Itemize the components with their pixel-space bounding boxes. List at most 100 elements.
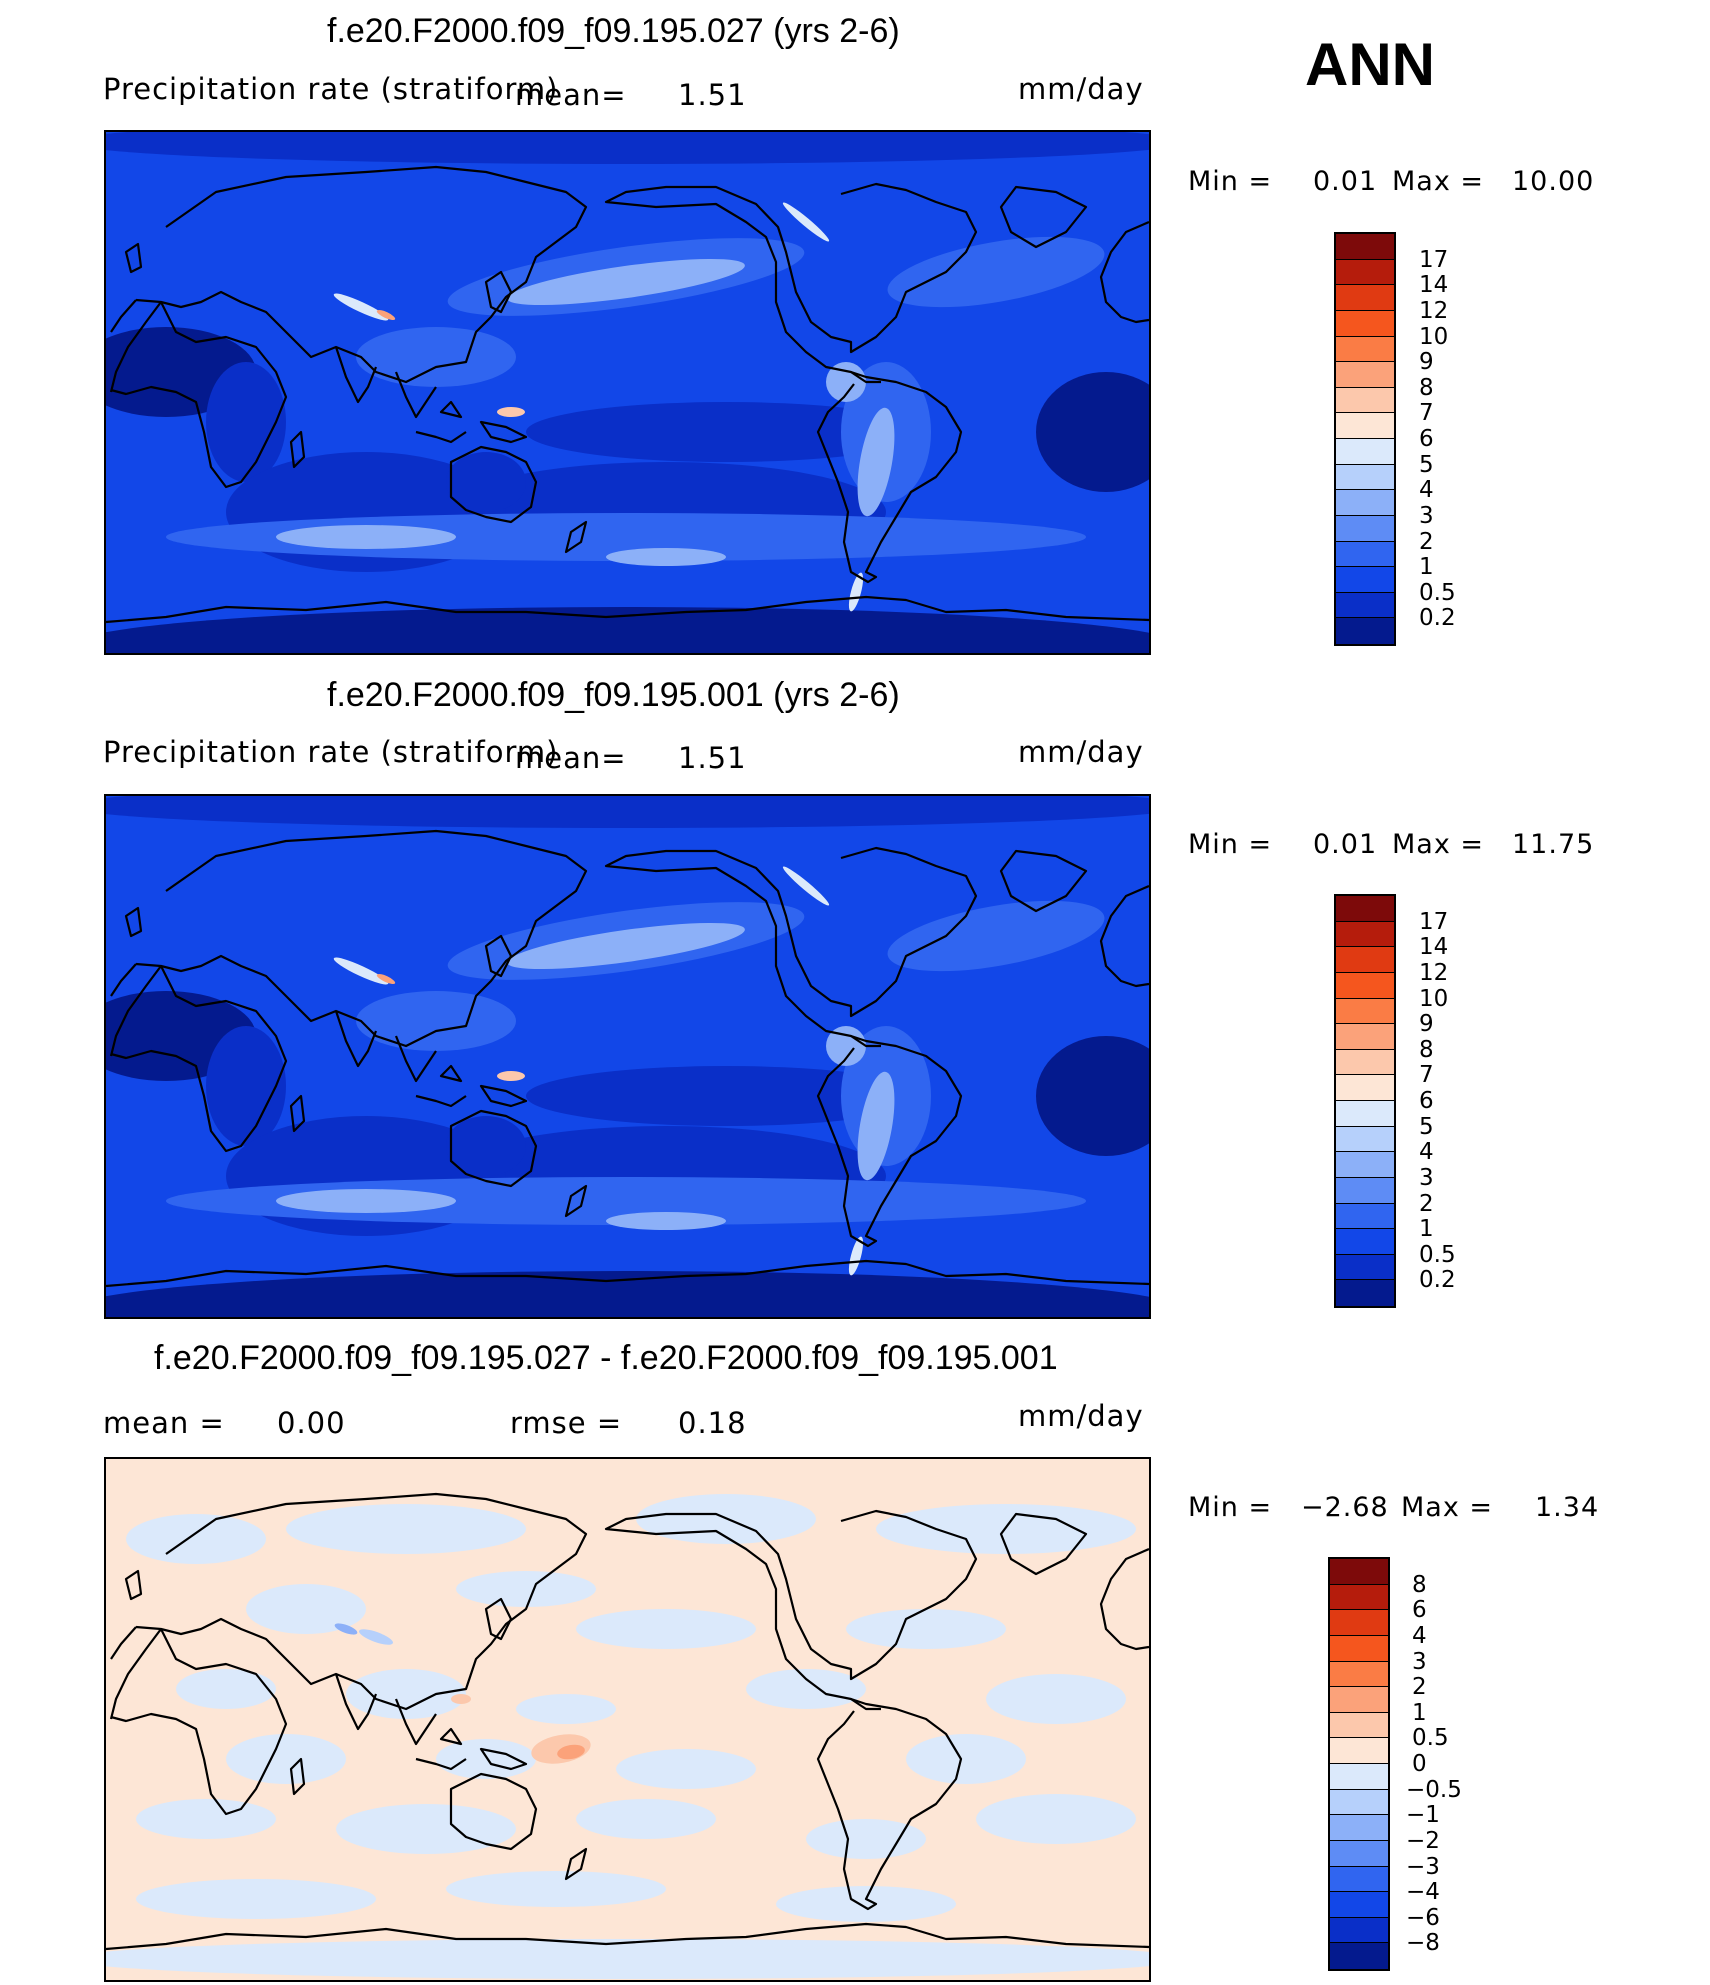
colorbar-tick-label: 3 [1419, 1164, 1434, 1191]
map-field [106, 1459, 1149, 1980]
colorbar-segment [1336, 921, 1394, 948]
coastline [334, 346, 378, 404]
coastline [109, 1628, 288, 1816]
coastline [289, 1757, 306, 1796]
coastline [564, 1184, 588, 1218]
colorbar-tick-label: 12 [1419, 297, 1449, 324]
colorbar-tick-label: 6 [1412, 1597, 1427, 1624]
colorbar-segment [1336, 541, 1394, 568]
map-field [106, 132, 1149, 653]
coastline [816, 1697, 963, 1911]
colorbar-segment [1330, 1789, 1388, 1816]
colorbar-tick-label: −6 [1406, 1904, 1440, 1931]
coastline [484, 934, 513, 978]
colorbar-segment [1330, 1635, 1388, 1662]
coastline [124, 906, 143, 938]
colorbar-segment [1336, 1075, 1394, 1101]
colorbar-segment [1330, 1764, 1388, 1790]
panel2-max-label: Max = [1392, 829, 1485, 860]
panel1-max-value: 10.00 [1512, 166, 1595, 197]
panel2-units: mm/day [1018, 735, 1144, 769]
colorbar-tick-label: 0.2 [1419, 605, 1456, 632]
colorbar-segment [1336, 336, 1394, 363]
colorbar-segment [1330, 1584, 1388, 1611]
colorbar-segment [1330, 1610, 1388, 1636]
coastline [289, 430, 306, 469]
colorbar-segment [1336, 592, 1394, 619]
colorbar-segment [1336, 972, 1394, 999]
colorbar-segment [1336, 1254, 1394, 1281]
coastline [449, 1109, 538, 1188]
colorbar-segment [1336, 896, 1394, 922]
colorbar-tick-label: 2 [1412, 1674, 1427, 1701]
colorbar-tick-label: 4 [1419, 477, 1434, 504]
panel3-rmse-value: 0.18 [678, 1406, 747, 1440]
coastline [484, 270, 513, 314]
panel1-variable: Precipitation rate (stratiform) [103, 72, 559, 106]
colorbar-segment [1336, 618, 1394, 644]
colorbar-tick-label: 9 [1419, 1011, 1434, 1038]
colorbar-tick-label: −1 [1406, 1802, 1440, 1829]
coastline [564, 1847, 588, 1881]
colorbar-tick-label: 3 [1419, 502, 1434, 529]
panel2-variable: Precipitation rate (stratiform) [103, 735, 559, 769]
panel1-min-value: 0.01 [1313, 166, 1378, 197]
colorbar-segment [1336, 567, 1394, 593]
panel1-units: mm/day [1018, 72, 1144, 106]
colorbar-tick-label: −4 [1406, 1879, 1440, 1906]
colorbar-segment [1336, 259, 1394, 286]
panel3-min-value: −2.68 [1301, 1492, 1389, 1523]
colorbar-tick-label: 7 [1419, 400, 1434, 427]
colorbar-tick-label: 14 [1419, 934, 1449, 961]
colorbar-segment [1330, 1559, 1388, 1585]
panel3-min-label: Min = [1188, 1492, 1273, 1523]
coastline [999, 1512, 1088, 1576]
colorbar-tick-label: 2 [1419, 1190, 1434, 1217]
coastline [110, 884, 1149, 997]
coastline [109, 301, 288, 489]
colorbar-segment [1330, 1815, 1388, 1841]
colorbar-segment [1336, 387, 1394, 414]
colorbar-segment [1330, 1917, 1388, 1944]
panel1-mean-label: mean= [515, 78, 627, 112]
colorbar-segment [1336, 234, 1394, 260]
coastline [135, 165, 588, 384]
colorbar-tick-label: 17 [1419, 246, 1449, 273]
panel3-units: mm/day [1018, 1399, 1144, 1433]
coastline [816, 1034, 963, 1248]
coastline [999, 849, 1088, 913]
panel3-mean-value: 0.00 [277, 1406, 346, 1440]
colorbar-segment [1330, 1661, 1388, 1688]
panel2-min-label: Min = [1188, 829, 1273, 860]
colorbar-segment [1330, 1892, 1388, 1918]
coastline [124, 1569, 143, 1601]
colorbar-tick-label: 7 [1419, 1062, 1434, 1089]
coastline [135, 829, 588, 1048]
colorbar-tick-label: 0.5 [1412, 1725, 1449, 1752]
coastline [110, 1547, 1149, 1660]
colorbar-tick-label: 14 [1419, 272, 1449, 299]
panel1-colorbar [1334, 232, 1396, 646]
coastline [394, 1035, 437, 1083]
colorbar-segment [1330, 1943, 1388, 1969]
colorbar-tick-label: −3 [1406, 1853, 1440, 1880]
coastline [449, 445, 538, 524]
colorbar-segment [1330, 1738, 1388, 1764]
coastline [334, 1010, 378, 1068]
colorbar-tick-label: 4 [1412, 1622, 1427, 1649]
coastline [394, 371, 437, 419]
panel1-title: f.e20.F2000.f09_f09.195.027 (yrs 2-6) [327, 12, 900, 50]
colorbar-tick-label: 8 [1419, 374, 1434, 401]
colorbar-tick-label: 6 [1419, 426, 1434, 452]
colorbar-tick-label: 8 [1419, 1036, 1434, 1063]
coastline [106, 1922, 1149, 1951]
panel3-max-value: 1.34 [1535, 1492, 1600, 1523]
colorbar-tick-label: 1 [1419, 554, 1434, 581]
coastline [289, 1094, 306, 1133]
coastline [415, 400, 528, 444]
panel1-map [104, 130, 1151, 655]
panel3-max-label: Max = [1401, 1492, 1494, 1523]
panel2-mean-label: mean= [515, 741, 627, 775]
panel3-mean-label: mean = [103, 1406, 225, 1440]
coastline [106, 1259, 1149, 1288]
